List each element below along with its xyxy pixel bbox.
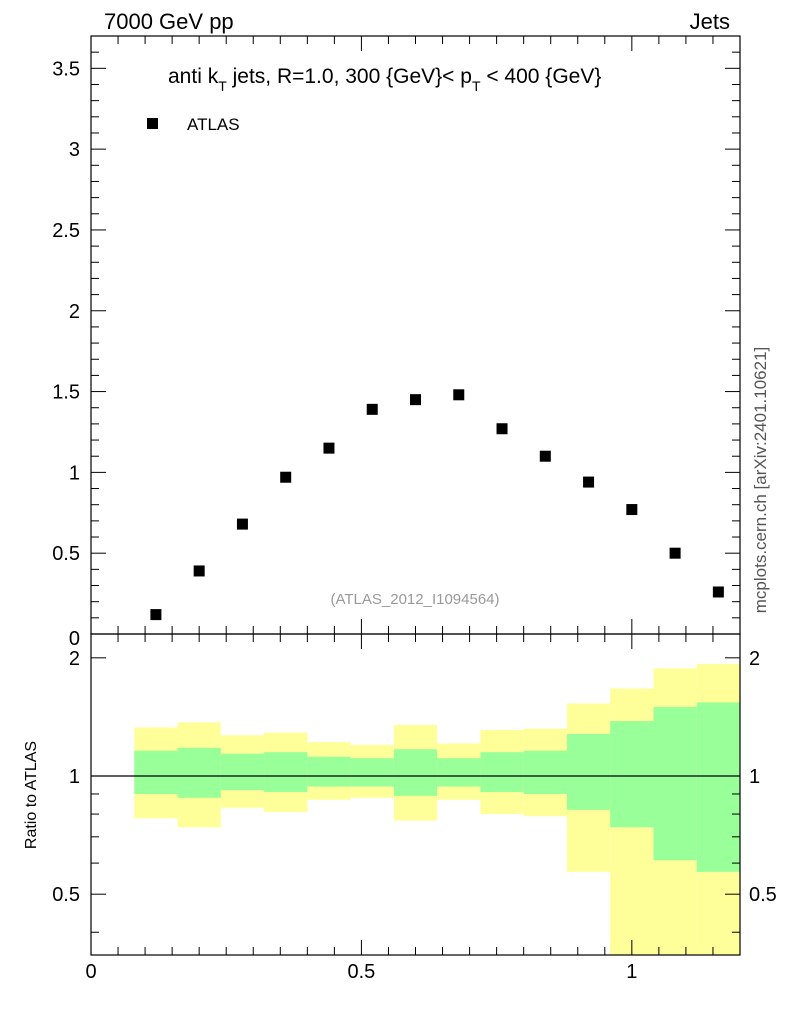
analysis-watermark: (ATLAS_2012_I1094564) [330, 591, 499, 608]
chart-title: anti kT jets, R=1.0, 300 {GeV}< pT < 400… [168, 65, 601, 94]
ratio-y-tick-label-left: 1 [69, 766, 80, 788]
ratio-band-stat-bin [350, 758, 394, 787]
ratio-frame [90, 633, 741, 956]
main-y-tick-label: 2.5 [52, 220, 80, 242]
main-axis-ticks [91, 36, 740, 634]
legend-marker-atlas [147, 118, 158, 129]
ratio-axis-ticks [91, 634, 740, 955]
x-tick-label: 1 [626, 961, 637, 983]
title-pre: anti k [168, 65, 219, 88]
ratio-y-tick-label-left: 2 [69, 648, 80, 670]
ratio-band-stat-bin [437, 758, 481, 787]
ratio-band-stat-bin [177, 747, 221, 798]
data-point-atlas [496, 423, 508, 435]
main-y-tick-label: 0.5 [52, 543, 80, 565]
ratio-band-stat-bin [480, 752, 524, 793]
header-left: 7000 GeV pp [104, 9, 234, 34]
ratio-band-stat-bin [264, 752, 308, 793]
ratio-y-tick-label-right: 2 [749, 648, 760, 670]
ratio-band-stat [134, 702, 740, 872]
x-tick-label: 0 [85, 961, 96, 983]
data-point-atlas [323, 442, 335, 454]
title-mid: jets, R=1.0, 300 {GeV}< p [227, 65, 472, 88]
ratio-panel: 0.5 0.51 12 2 0 0.5 1 Ratio to ATLAS [23, 633, 777, 983]
main-y-tick-labels: 0 0.5 1 1.5 2 2.5 3 3.5 [52, 58, 80, 650]
data-points [150, 389, 724, 621]
data-point-atlas [626, 504, 638, 516]
data-point-atlas [236, 518, 248, 530]
ratio-band-stat-bin [523, 750, 567, 794]
data-point-atlas [410, 394, 421, 406]
ratio-band-stat-bin [134, 750, 178, 794]
ratio-y-tick-label-left: 0.5 [52, 884, 80, 906]
data-point-atlas [583, 476, 595, 488]
ratio-band-stat-bin [566, 733, 611, 810]
data-point-atlas [712, 586, 724, 598]
ratio-y-axis-label: Ratio to ATLAS [23, 741, 40, 849]
ratio-y-tick-label-right: 0.5 [749, 884, 777, 906]
ratio-y-tick-label-right: 1 [749, 766, 760, 788]
data-point-atlas [366, 403, 378, 415]
data-point-atlas [539, 450, 551, 462]
ratio-band-stat-bin [610, 721, 654, 828]
x-tick-label: 0.5 [348, 961, 376, 983]
ratio-band-stat-bin [696, 702, 740, 872]
x-tick-labels: 0 0.5 1 [85, 961, 637, 983]
header-right: Jets [690, 9, 730, 34]
data-point-atlas [280, 471, 292, 483]
ratio-y-tick-labels: 0.5 0.5 1 1 2 2 [52, 648, 777, 906]
data-point-atlas [150, 609, 162, 621]
data-point-atlas [453, 389, 465, 401]
title-sub2: T [472, 78, 481, 94]
title-post: < 400 {GeV} [481, 65, 602, 88]
main-panel: 0 0.511.522.533.5 anti kT jets, R=1.0, 3… [52, 35, 741, 650]
main-y-tick-label: 1 [69, 462, 80, 484]
main-y-tick-label: 1.5 [52, 382, 80, 404]
legend-label-atlas: ATLAS [187, 115, 240, 134]
title-sub1: T [218, 78, 227, 94]
side-label: mcplots.cern.ch [arXiv:2401.10621] [751, 347, 770, 613]
ratio-band-stat-bin [653, 706, 697, 861]
ratio-band-stat-bin [393, 749, 438, 796]
data-point-atlas [669, 547, 681, 559]
main-y-tick-label: 3 [69, 139, 80, 161]
ratio-band-stat-bin [307, 756, 351, 787]
main-y-tick-label: 3.5 [52, 58, 80, 80]
ratio-band-stat-bin [220, 753, 265, 791]
data-point-atlas [193, 565, 205, 577]
y-zero-label: 0 [69, 628, 80, 650]
main-y-tick-label: 2 [69, 301, 80, 323]
